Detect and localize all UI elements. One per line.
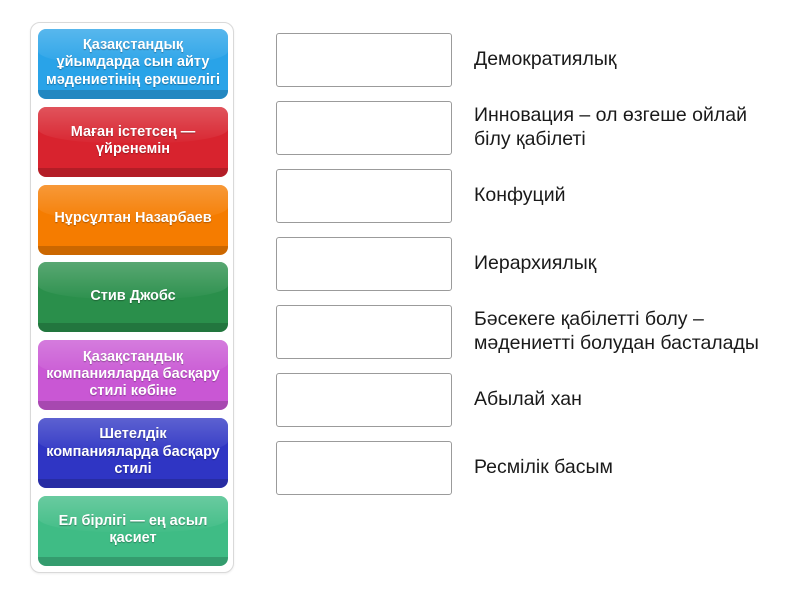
answer-label: Демократиялық	[474, 48, 617, 71]
answer-row: Демократиялық	[276, 26, 786, 94]
drop-zone[interactable]	[276, 33, 452, 87]
tile-label: Маған істетсең — үйренемін	[70, 123, 196, 157]
draggable-tile[interactable]: Қазақстандық ұйымдарда сын айту мәдениет…	[38, 29, 228, 99]
answer-rows: Демократиялық Инновация – ол өзгеше ойла…	[276, 26, 786, 502]
draggable-tile[interactable]: Шетелдік компанияларда басқару стилі	[38, 418, 228, 489]
answer-label: Бәсекеге қабілетті болу – мәдениетті бол…	[474, 308, 759, 354]
drop-zone[interactable]	[276, 441, 452, 495]
tile-list: Қазақстандық ұйымдарда сын айту мәдениет…	[38, 29, 228, 566]
answer-row: Конфуций	[276, 162, 786, 230]
tile-label: Ел бірлігі — ең асыл қасиет	[58, 512, 208, 546]
tile-label: Қазақстандық ұйымдарда сын айту мәдениет…	[45, 37, 220, 88]
answer-row: Иерархиялық	[276, 230, 786, 298]
draggable-tiles-panel: Қазақстандық ұйымдарда сын айту мәдениет…	[30, 22, 234, 573]
answer-row: Инновация – ол өзгеше ойлай білу қабілет…	[276, 94, 786, 162]
answer-row: Абылай хан	[276, 366, 786, 434]
draggable-tile[interactable]: Нұрсұлтан Назарбаев	[38, 184, 228, 255]
drop-zone[interactable]	[276, 305, 452, 359]
answer-row: Ресмілік басым	[276, 434, 786, 502]
draggable-tile[interactable]: Стив Джобс	[38, 262, 228, 333]
tile-label: Стив Джобс	[90, 287, 176, 304]
drop-zone[interactable]	[276, 373, 452, 427]
tile-label: Шетелдік компанияларда басқару стилі	[46, 426, 220, 477]
tile-label: Қазақстандық компанияларда басқару стилі…	[46, 348, 220, 399]
drop-zone[interactable]	[276, 101, 452, 155]
draggable-tile[interactable]: Ел бірлігі — ең асыл қасиет	[38, 495, 228, 566]
answer-label: Абылай хан	[474, 388, 582, 411]
drop-zone[interactable]	[276, 169, 452, 223]
drop-zone[interactable]	[276, 237, 452, 291]
answer-label: Ресмілік басым	[474, 456, 613, 479]
answer-label: Иерархиялық	[474, 252, 597, 275]
tile-label: Нұрсұлтан Назарбаев	[54, 210, 212, 227]
draggable-tile[interactable]: Қазақстандық компанияларда басқару стилі…	[38, 340, 228, 411]
draggable-tile[interactable]: Маған істетсең — үйренемін	[38, 106, 228, 177]
answer-label: Инновация – ол өзгеше ойлай білу қабілет…	[474, 104, 747, 150]
answer-row: Бәсекеге қабілетті болу – мәдениетті бол…	[276, 298, 786, 366]
answer-label: Конфуций	[474, 184, 566, 207]
